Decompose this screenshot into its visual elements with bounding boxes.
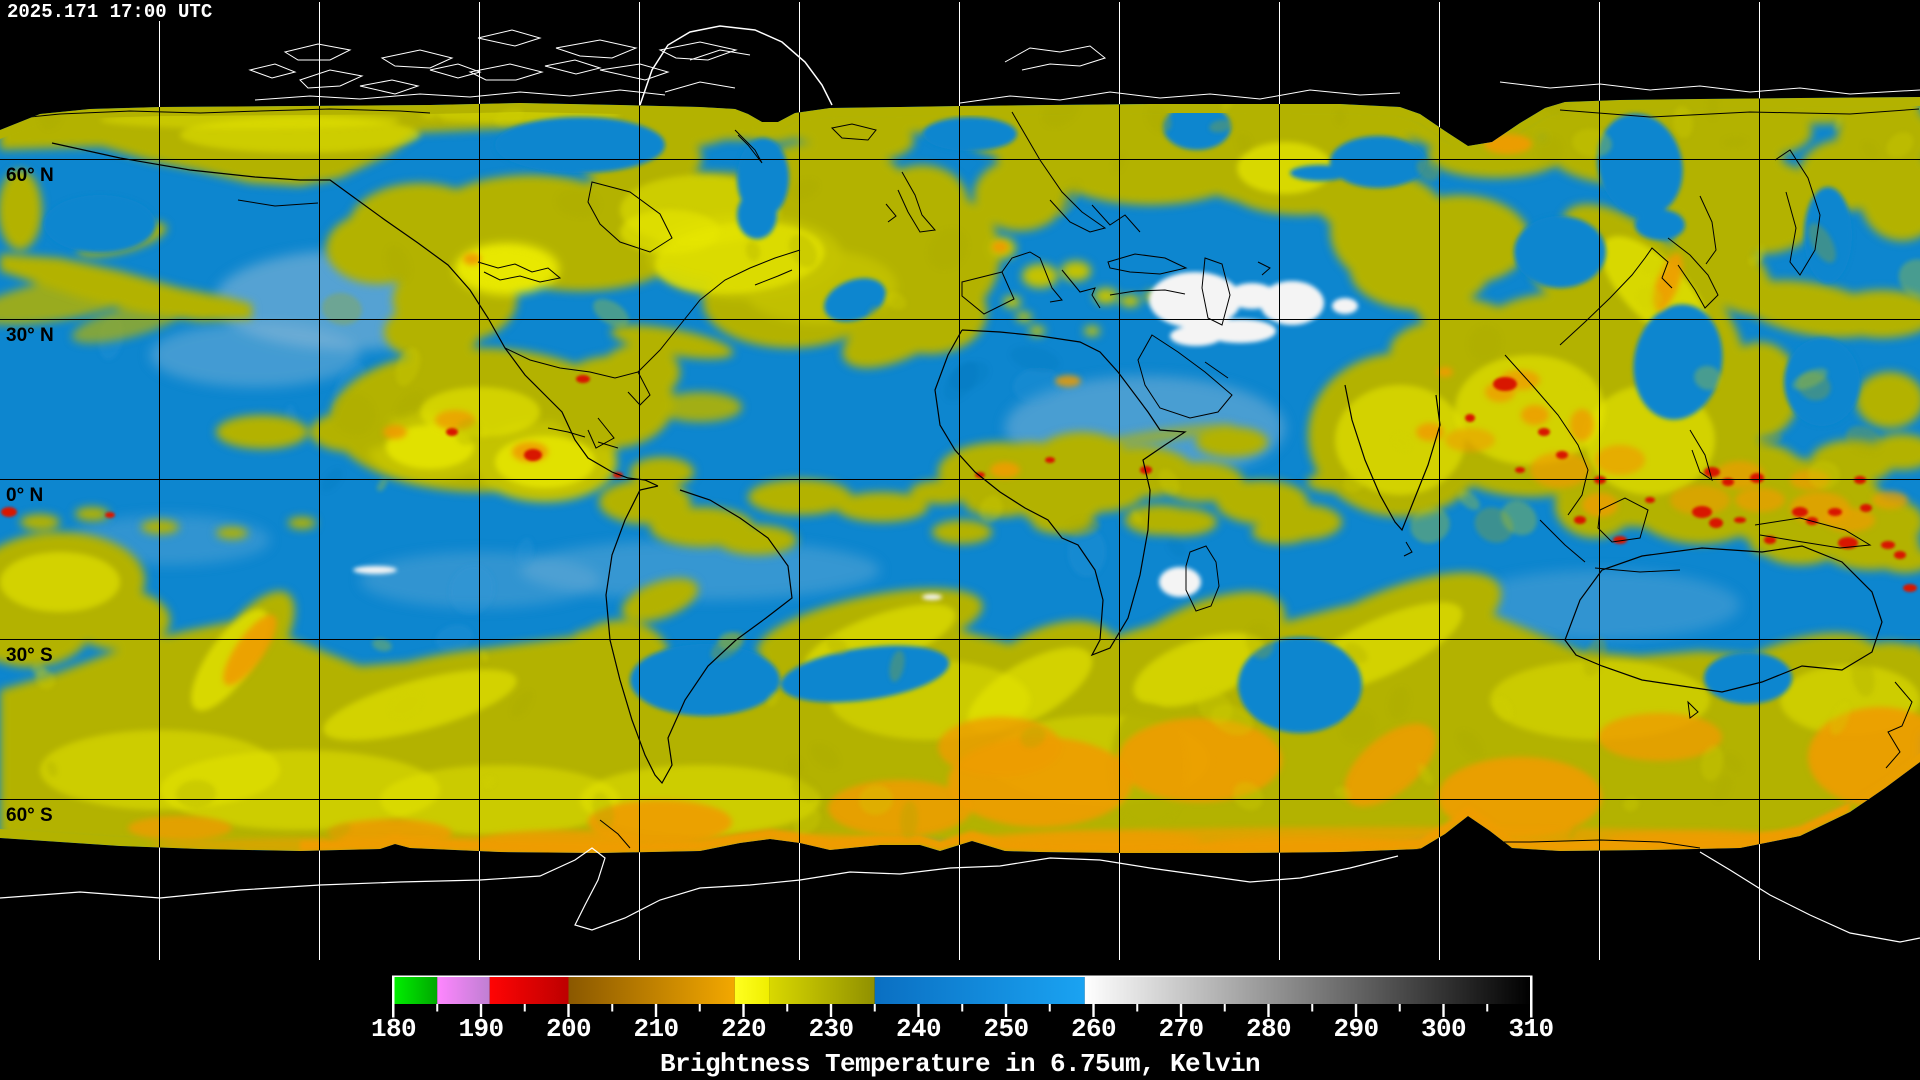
- svg-text:270: 270: [1158, 1014, 1203, 1044]
- svg-text:30° N: 30° N: [6, 325, 54, 346]
- svg-text:220: 220: [721, 1014, 766, 1044]
- svg-text:190: 190: [458, 1014, 503, 1044]
- svg-text:210: 210: [633, 1014, 678, 1044]
- svg-text:240: 240: [896, 1014, 941, 1044]
- svg-text:200: 200: [546, 1014, 591, 1044]
- svg-text:180: 180: [371, 1014, 416, 1044]
- svg-text:Brightness Temperature in 6.75: Brightness Temperature in 6.75um, Kelvin: [660, 1049, 1260, 1079]
- svg-text:0° N: 0° N: [6, 485, 43, 506]
- svg-text:30° S: 30° S: [6, 645, 53, 666]
- svg-text:310: 310: [1508, 1014, 1553, 1044]
- svg-text:300: 300: [1421, 1014, 1466, 1044]
- svg-text:2025.171 17:00 UTC: 2025.171 17:00 UTC: [7, 1, 212, 23]
- svg-text:280: 280: [1246, 1014, 1291, 1044]
- svg-text:250: 250: [983, 1014, 1028, 1044]
- svg-text:60° N: 60° N: [6, 165, 54, 186]
- svg-text:60° S: 60° S: [6, 805, 53, 826]
- svg-text:230: 230: [808, 1014, 853, 1044]
- svg-text:290: 290: [1333, 1014, 1378, 1044]
- svg-text:260: 260: [1071, 1014, 1116, 1044]
